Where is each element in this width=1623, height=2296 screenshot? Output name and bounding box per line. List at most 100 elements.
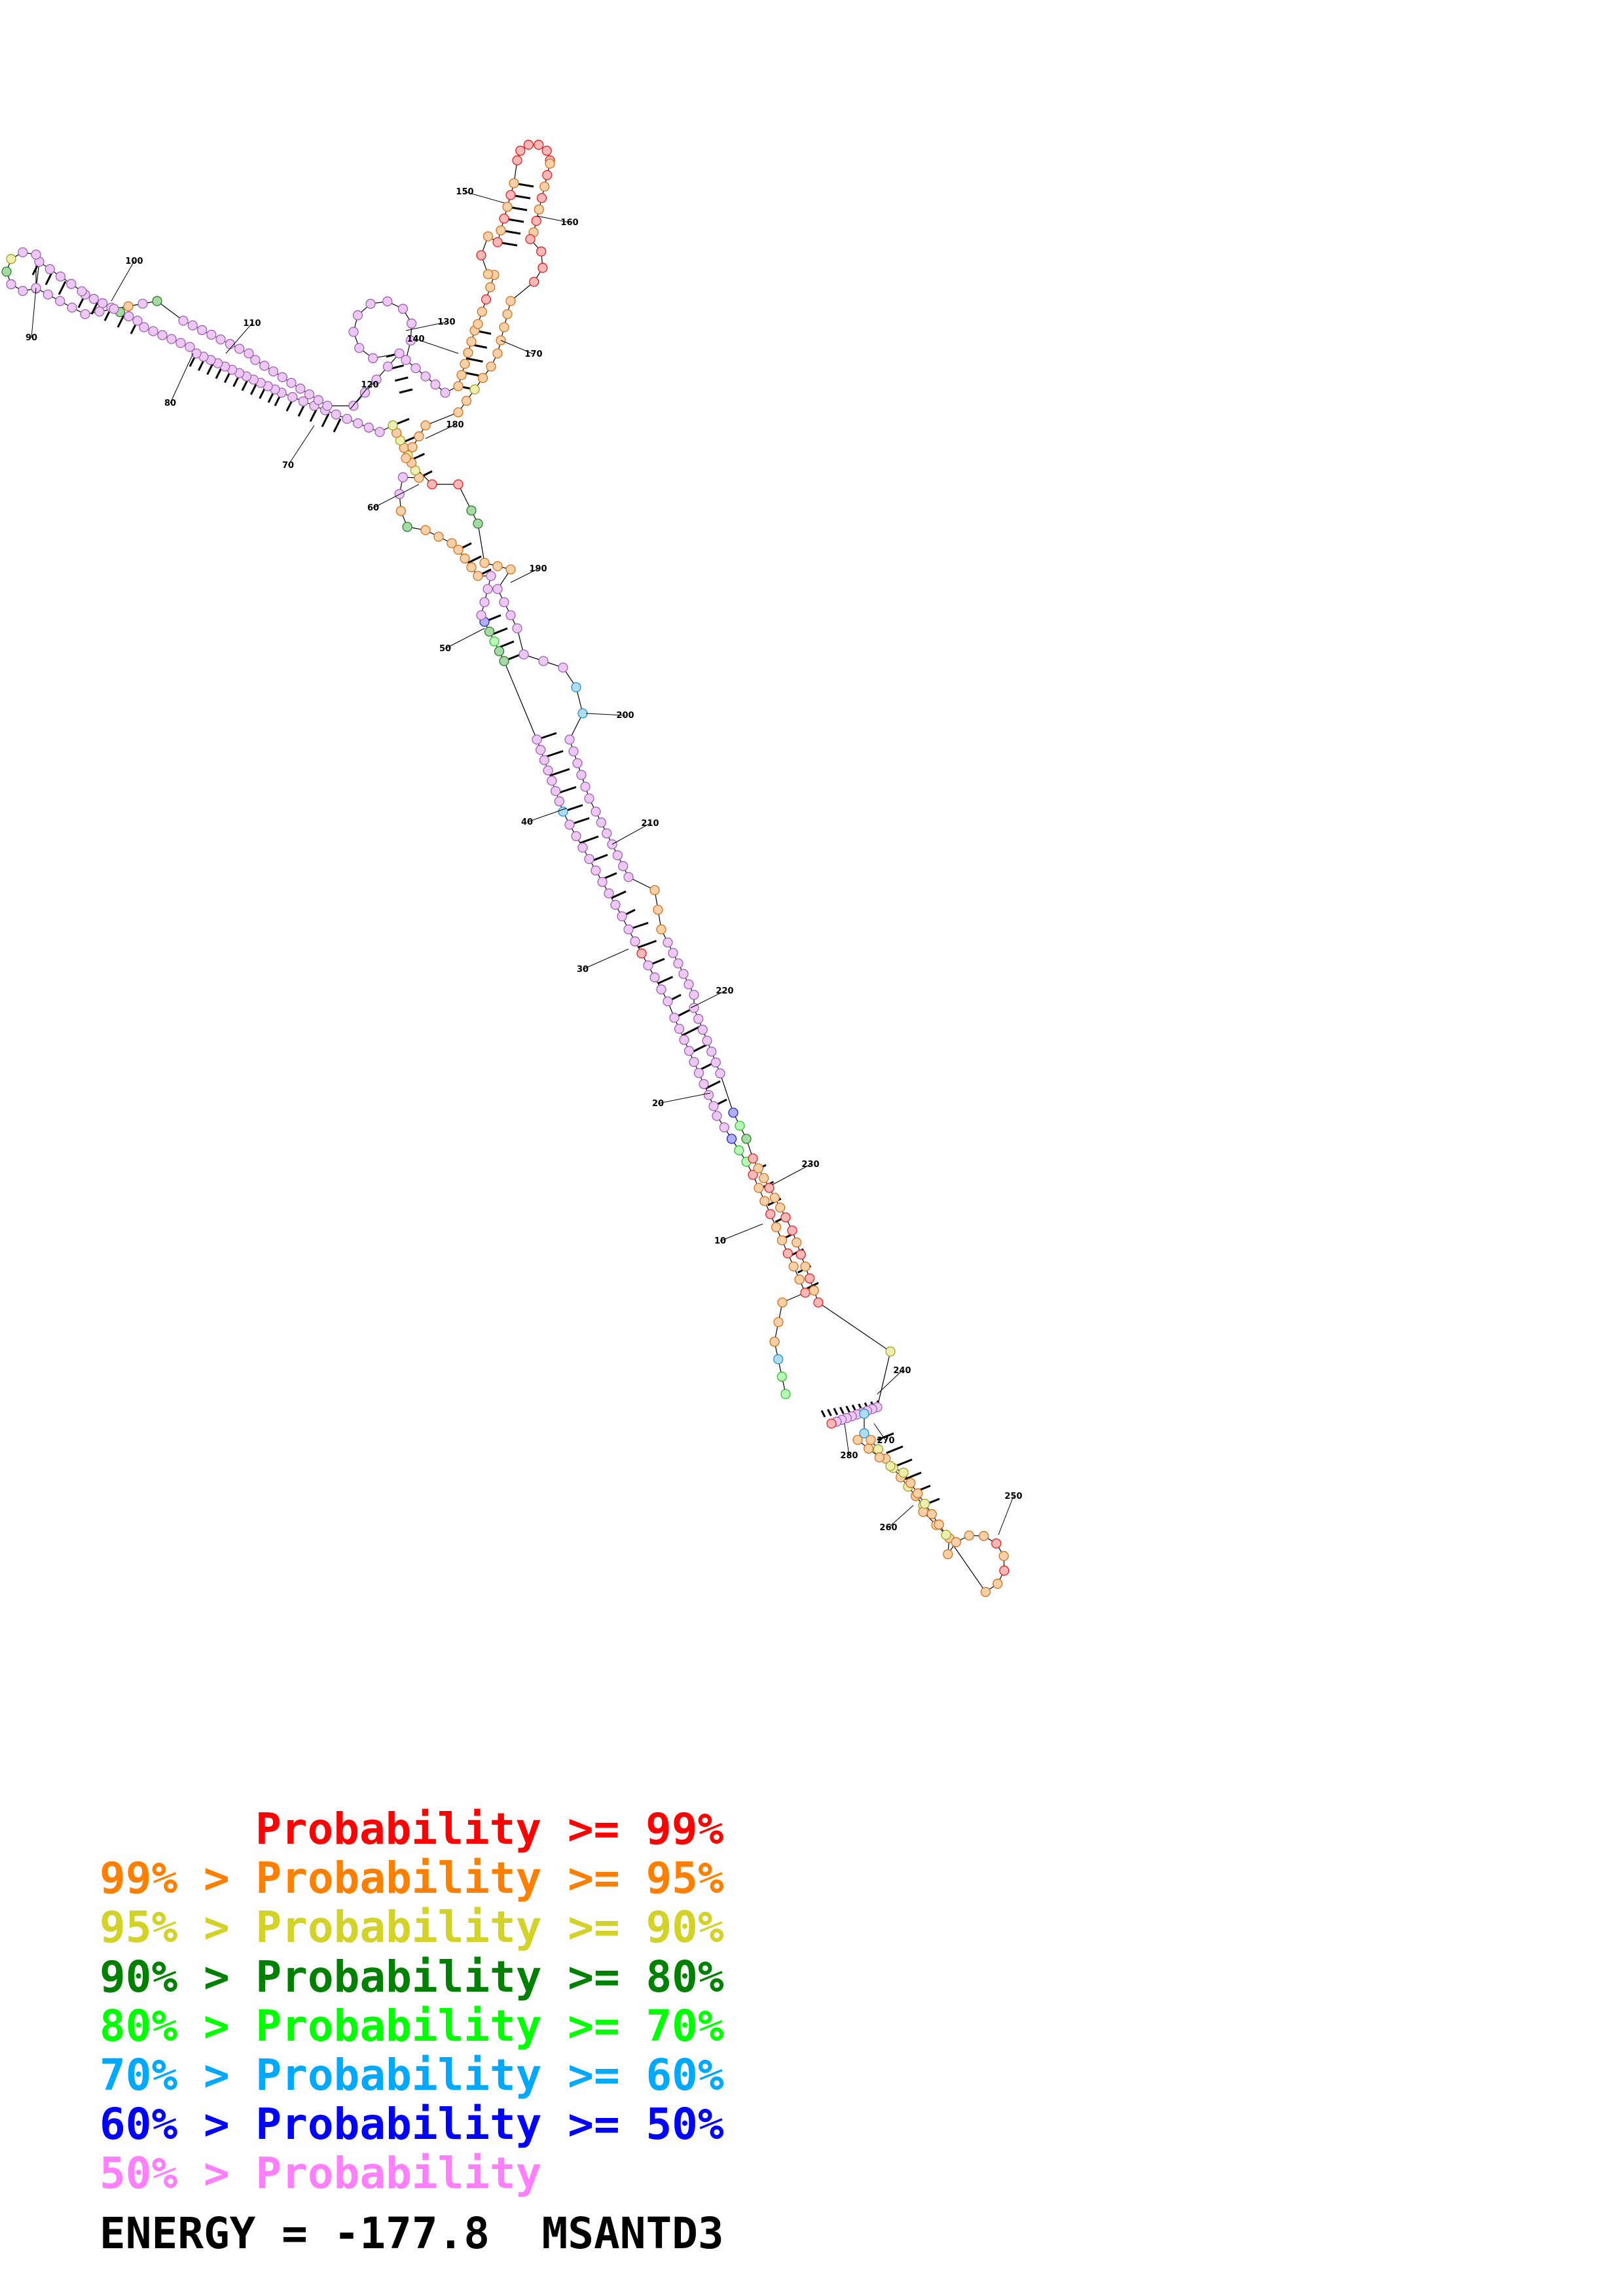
nucleotide <box>348 327 359 337</box>
tick-leader <box>690 990 725 1009</box>
nucleotide <box>673 958 684 969</box>
nucleotide <box>187 320 198 331</box>
tick-label-50: 50 <box>439 644 451 654</box>
nucleotide <box>852 1435 863 1445</box>
nucleotide <box>157 330 168 340</box>
nucleotide <box>365 298 376 309</box>
nucleotide <box>515 145 526 156</box>
nucleotide <box>367 353 378 363</box>
tick-label-190: 190 <box>529 564 547 574</box>
nucleotide <box>395 506 407 516</box>
nucleotide <box>782 1248 793 1259</box>
nucleotide <box>410 363 421 374</box>
nucleotide <box>873 1444 884 1454</box>
nucleotide <box>794 1274 805 1285</box>
tick-label-250: 250 <box>1004 1492 1022 1501</box>
nucleotide <box>250 355 261 365</box>
nucleotide <box>596 817 606 828</box>
nucleotide <box>934 1519 944 1530</box>
tick-label-90: 90 <box>26 333 37 343</box>
nucleotide <box>433 531 444 542</box>
nucleotide <box>764 1183 775 1193</box>
nucleotide <box>775 1202 786 1213</box>
nucleotide <box>287 392 298 403</box>
nucleotide <box>643 960 653 971</box>
tick-label-100: 100 <box>125 257 143 266</box>
nucleotide <box>663 937 673 948</box>
nucleotide <box>382 296 393 307</box>
base-pair-bond <box>657 976 674 984</box>
base-pair-bond <box>682 1025 701 1037</box>
legend-entry-95: 99% > Probability >= 95% <box>100 1853 724 1903</box>
base-pair-bond <box>895 1458 913 1467</box>
nucleotide <box>913 1488 923 1499</box>
nucleotide <box>492 348 503 359</box>
nucleotide <box>397 304 409 314</box>
nucleotide <box>512 623 522 634</box>
nucleotide <box>191 348 202 359</box>
nucleotide <box>864 1443 874 1454</box>
nucleotide <box>536 192 547 204</box>
nucleotide <box>918 1507 928 1517</box>
nucleotide <box>496 225 506 236</box>
nucleotide <box>132 315 143 326</box>
nucleotide <box>447 538 457 548</box>
nucleotide <box>679 1035 689 1045</box>
nucleotide <box>492 237 503 247</box>
tick-label-120: 120 <box>361 380 378 390</box>
nucleotide <box>499 322 509 332</box>
tick-label-280: 280 <box>840 1451 858 1461</box>
nucleotide <box>943 1549 953 1560</box>
tick-leader <box>772 1164 811 1185</box>
nucleotide <box>776 1235 788 1246</box>
nucleotide <box>420 525 431 535</box>
legend-entry-50: 60% > Probability >= 50% <box>100 2099 724 2149</box>
nucleotide <box>420 420 431 431</box>
nucleotide <box>509 178 519 188</box>
nucleotide <box>980 1587 991 1597</box>
base-pair-bond <box>839 1407 845 1414</box>
nucleotide <box>88 294 99 304</box>
nucleotide <box>18 247 28 258</box>
nucleotide <box>623 924 634 935</box>
nucleotide <box>541 145 552 156</box>
tick-leader <box>445 628 485 649</box>
nucleotide <box>461 395 472 406</box>
tick-label-140: 140 <box>407 334 424 344</box>
nucleotide <box>196 325 208 335</box>
nucleotide <box>591 865 601 876</box>
nucleotide <box>175 338 186 348</box>
nucleotide <box>735 1121 745 1131</box>
nucleotide <box>484 626 495 637</box>
base-pair-bond <box>886 1445 903 1454</box>
tick-leader <box>425 424 456 439</box>
nucleotide <box>407 442 418 452</box>
nucleotide <box>469 384 480 395</box>
nucleotide <box>741 1134 752 1144</box>
tick-label-210: 210 <box>641 819 659 829</box>
tick-leader <box>536 215 570 223</box>
nucleotide <box>479 558 490 568</box>
nucleotide <box>547 776 557 786</box>
nucleotide <box>787 1225 797 1236</box>
nucleotide <box>734 1145 744 1156</box>
nucleotide <box>656 984 666 995</box>
nucleotide <box>476 250 486 260</box>
nucleotide <box>905 1478 916 1488</box>
nucleotide <box>809 1285 819 1296</box>
nucleotide <box>859 1408 869 1419</box>
nucleotide <box>591 806 601 817</box>
tick-leader <box>844 1423 850 1456</box>
nucleotide <box>466 336 477 347</box>
nucleotide <box>788 1261 799 1272</box>
backbone-line <box>6 144 1005 1593</box>
nucleotide <box>331 409 341 420</box>
nucleotide <box>505 564 516 575</box>
nucleotide <box>558 662 568 673</box>
legend-entry-99: Probability >= 99% <box>255 1804 724 1854</box>
nucleotide <box>483 231 494 242</box>
nucleotide <box>43 289 53 300</box>
base-pair-bond <box>877 1432 894 1441</box>
nucleotide <box>494 646 505 656</box>
